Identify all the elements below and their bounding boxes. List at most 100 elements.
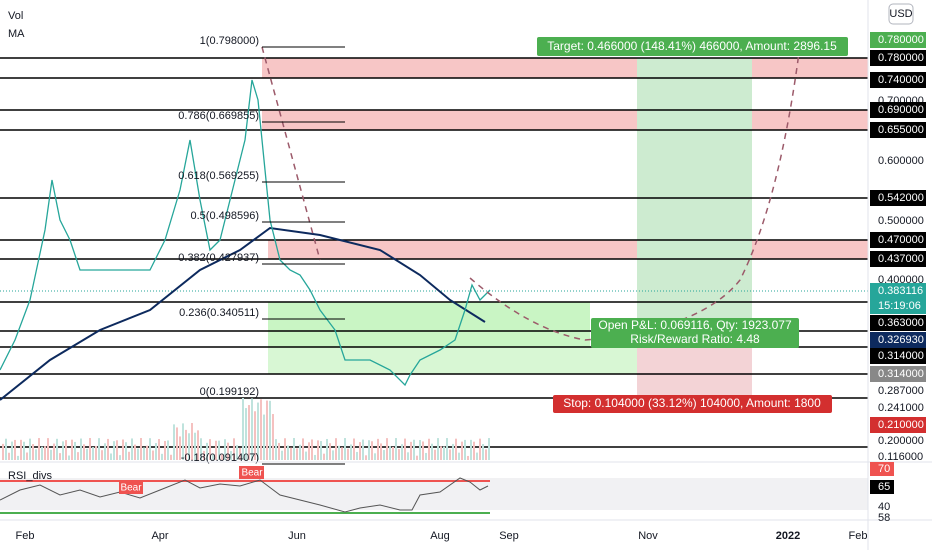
volume-bar xyxy=(146,445,148,460)
volume-bar xyxy=(11,441,13,460)
fib-retracement: 1(0.798000) 0.786(0.669855) 0.618(0.569255… xyxy=(178,35,345,465)
volume-bar xyxy=(320,441,322,460)
volume-bar xyxy=(233,438,235,460)
volume-bar xyxy=(236,445,238,460)
volume-bar xyxy=(14,439,16,460)
volume-bar xyxy=(140,438,142,460)
price-label: 0.600000 xyxy=(878,155,924,167)
divergence-tag xyxy=(119,481,143,494)
volume-bar xyxy=(230,451,232,460)
time-label: 2022 xyxy=(776,530,800,542)
volume-bar xyxy=(446,438,448,460)
target-box xyxy=(537,37,848,56)
volume-bar xyxy=(68,455,70,460)
volume-bar xyxy=(110,453,112,460)
volume-bar xyxy=(92,447,94,460)
volume-bar xyxy=(17,455,19,460)
volume-bar xyxy=(392,446,394,460)
indicator-label: RSI_divs xyxy=(8,470,53,482)
price-tag xyxy=(870,232,926,248)
price-tag xyxy=(870,122,926,138)
price-label: 0.314000 xyxy=(878,368,924,380)
volume-bar xyxy=(56,438,58,460)
volume-bar xyxy=(389,446,391,460)
price-label: 0.740000 xyxy=(878,74,924,86)
price-label: 0.400000 xyxy=(878,274,924,286)
target-zone xyxy=(637,58,752,340)
volume-bar xyxy=(374,453,376,460)
volume-bar xyxy=(158,439,160,460)
volume-bar xyxy=(188,433,190,460)
volume-bar xyxy=(95,445,97,460)
price-tag xyxy=(870,102,926,118)
volume-bar xyxy=(101,450,103,460)
volume-bar xyxy=(284,438,286,460)
volume-bar xyxy=(26,452,28,460)
volume-bar xyxy=(251,398,253,460)
volume-bar xyxy=(311,439,313,460)
rsi-label: 70 xyxy=(878,463,890,475)
price-label: 0.437000 xyxy=(878,253,924,265)
fib-label: 0.618(0.569255) xyxy=(178,170,259,182)
fib-label: 0.5(0.498596) xyxy=(191,210,260,222)
price-label: 0.363000 xyxy=(878,317,924,329)
price-tag xyxy=(870,417,926,433)
volume-bar xyxy=(398,449,400,460)
volume-bar xyxy=(281,450,283,460)
volume-bar xyxy=(323,453,325,460)
price-label: 0.470000 xyxy=(878,234,924,246)
volume-bar xyxy=(125,442,127,460)
volume-bar xyxy=(263,414,265,460)
volume-bar xyxy=(464,439,466,460)
volume-bar xyxy=(182,423,184,460)
volume-bar xyxy=(218,440,220,460)
volume-bar xyxy=(305,451,307,460)
price-tag xyxy=(870,190,926,206)
volume-bar xyxy=(8,452,10,460)
volume-bar xyxy=(155,443,157,460)
volume-bar xyxy=(461,441,463,460)
volume-bar xyxy=(314,454,316,460)
volume-bar xyxy=(167,440,169,460)
currency-button[interactable] xyxy=(888,3,914,25)
volume-bar xyxy=(416,455,418,460)
volume-bar xyxy=(383,450,385,460)
volume-bar xyxy=(257,402,259,460)
stop-label: Stop: 0.104000 (33.12%) 104000, Amount: … xyxy=(563,396,821,410)
indicator-label: Vol xyxy=(8,10,23,22)
projection xyxy=(261,44,801,341)
volume-bar xyxy=(20,439,22,460)
fib-label: 0.382(0.427937) xyxy=(178,252,259,264)
price-tag xyxy=(870,332,926,348)
volume-bar xyxy=(77,452,79,460)
volume-bar xyxy=(119,455,121,460)
volume-bar xyxy=(275,439,277,460)
volume xyxy=(2,398,490,460)
volume-bar xyxy=(131,438,133,460)
price-label: 0.780000 xyxy=(878,52,924,64)
price-tag xyxy=(870,366,926,382)
price-label: 0.326930 xyxy=(878,334,924,346)
volume-bar xyxy=(128,451,130,460)
volume-bar xyxy=(488,438,490,460)
volume-bar xyxy=(485,449,487,460)
volume-bar xyxy=(248,405,250,460)
volume-bar xyxy=(449,449,451,460)
volume-bar xyxy=(62,441,64,460)
volume-bar xyxy=(74,441,76,460)
volume-bar xyxy=(2,443,4,460)
volume-bar xyxy=(329,443,331,460)
volume-bar xyxy=(440,446,442,460)
volume-bar xyxy=(41,446,43,460)
volume-bar xyxy=(116,440,118,460)
volume-bar xyxy=(83,444,85,460)
volume-bar xyxy=(143,447,145,460)
volume-bar xyxy=(176,427,178,460)
volume-bar xyxy=(482,443,484,460)
resistance-zone xyxy=(262,110,868,130)
price-label: 0.500000 xyxy=(878,215,924,227)
volume-bar xyxy=(29,438,31,460)
volume-bar xyxy=(371,441,373,460)
volume-bar xyxy=(23,441,25,460)
volume-bar xyxy=(338,445,340,460)
